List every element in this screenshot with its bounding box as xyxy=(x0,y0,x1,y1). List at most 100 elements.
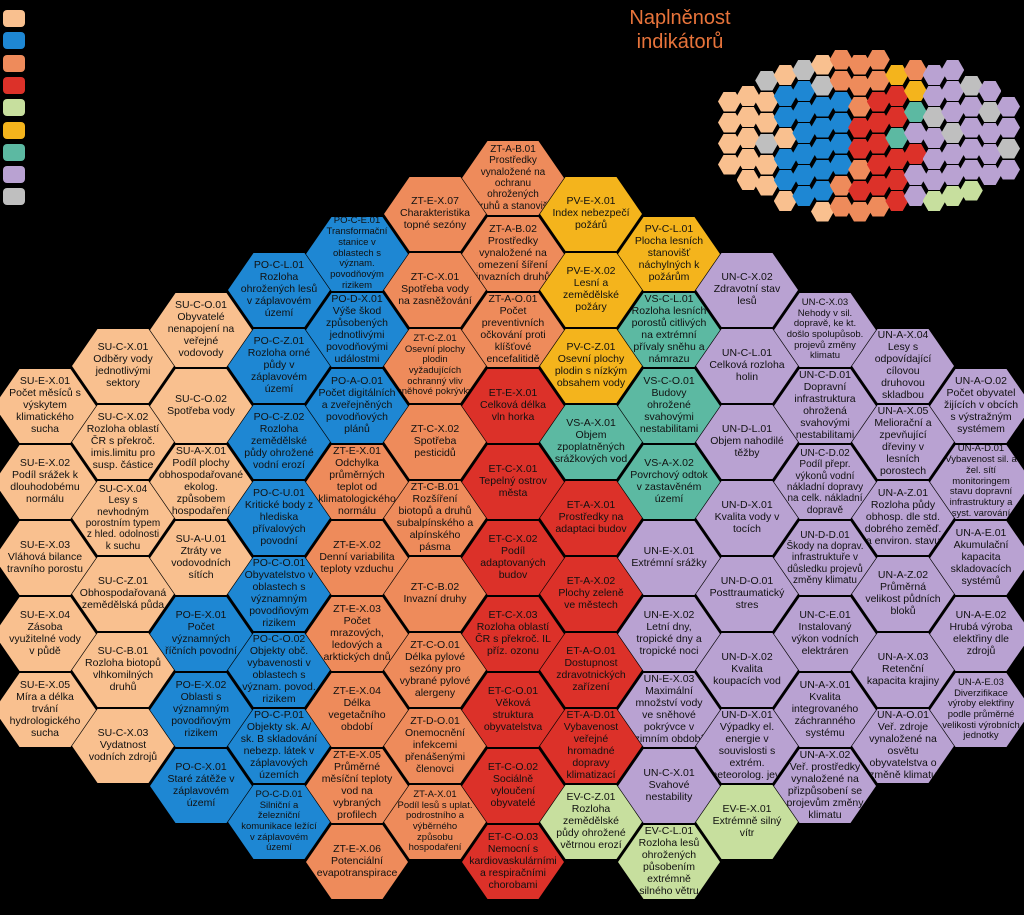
minimap-cell xyxy=(736,128,760,148)
minimap-cell xyxy=(997,159,1020,180)
indicator-label: Plochy zeleně ve městech xyxy=(558,587,624,611)
indicator-code: EV-E-X.01 xyxy=(722,803,772,816)
minimap-cell xyxy=(885,170,909,190)
indicator-label: Spotřeba vody xyxy=(167,405,235,417)
minimap-cell xyxy=(773,128,797,148)
indicator-code: PO-C-L.01 xyxy=(253,259,305,272)
indicator-label: Délka pylové sezóny pro vybrané pylové a… xyxy=(399,651,471,699)
indicator-hex: ZT-A-O.01 Počet preventivních očkování pr… xyxy=(462,293,564,367)
minimap-cell xyxy=(866,196,890,217)
indicator-code: PO-E-X.01 xyxy=(175,609,227,622)
indicator-code: UN-A-X.04 xyxy=(877,329,929,342)
minimap-cell xyxy=(866,112,890,133)
indicator-label: Objem nahodilé těžby xyxy=(710,435,784,459)
minimap-cell xyxy=(773,149,797,169)
minimap-cell xyxy=(848,54,872,75)
indicator-code: ZT-C-X.01 xyxy=(410,271,460,284)
indicator-label: Veř. prostředky vynaložené na přizpůsobe… xyxy=(786,761,864,821)
indicator-label: Kvalita integrovaného záchranného systém… xyxy=(791,691,859,739)
indicator-code: UN-D-X.02 xyxy=(721,651,773,664)
indicator-label: Rozloha oblastí ČR s překroč. IL příz. o… xyxy=(475,621,551,657)
indicator-code: SU-A-U.01 xyxy=(175,533,227,546)
indicator-hex: PO-A-O.01 Počet digitálních a zveřejněnýc… xyxy=(306,369,408,443)
indicator-code: ZT-A-B.01 xyxy=(490,144,536,156)
minimap-cell xyxy=(792,123,816,143)
minimap-cell xyxy=(941,60,965,80)
minimap-cell xyxy=(848,201,872,222)
minimap-cell xyxy=(959,138,983,159)
indicator-label: Sociálně vyloučení obyvatelé xyxy=(490,773,536,809)
indicator-hex: UN-C-X.02 Zdravotní stav lesů xyxy=(696,253,798,327)
indicator-label: Průměrná velikost půdních bloků xyxy=(865,581,941,617)
indicator-hex: ZT-E-X.01 Odchylka průměrných teplot od k… xyxy=(306,445,408,519)
minimap-cell xyxy=(997,138,1020,159)
indicator-label: Zdravotní stav lesů xyxy=(713,283,781,307)
indicator-hex: PO-C-Z.01 Rozloha orné půdy v záplavovém … xyxy=(228,329,330,403)
indicator-label: Hrubá výroba elektřiny dle zdrojů xyxy=(949,621,1013,657)
minimap-cell xyxy=(885,128,909,148)
indicator-label: Vybavenost sil. a žel. sítí monitoringem… xyxy=(945,454,1017,519)
indicator-code: UN-A-X.02 xyxy=(799,749,851,762)
indicator-label: Rozloha lesů ohrožených působením extrém… xyxy=(638,837,700,897)
indicator-label: Objekty obč. vybavenosti v oblastech s v… xyxy=(242,645,316,705)
indicator-hex: PV-C-Z.01 Osevní plochy plodin s nízkým o… xyxy=(540,329,642,403)
minimap-cell xyxy=(922,149,946,169)
indicator-label: Rozloha orné půdy v záplavovém území xyxy=(247,347,311,395)
indicator-code: UN-A-E.03 xyxy=(958,676,1004,688)
indicator-code: ZT-E-X.07 xyxy=(411,195,459,208)
indicator-label: Staré zátěže v záplavovém území xyxy=(167,773,235,809)
minimap-cell xyxy=(718,91,741,112)
minimap-cell xyxy=(904,102,927,122)
indicator-label: Povrchový odtok v zastavěném území xyxy=(630,469,708,505)
indicator-label: Dostupnost zdravotnických zařízení xyxy=(556,657,626,693)
indicator-label: Lesy s nevhodným porostním typem z hled.… xyxy=(85,495,161,552)
indicator-hex: VS-A-X.01 Objem zpoplatněných srážkových … xyxy=(540,405,642,479)
minimap-cell xyxy=(792,144,816,164)
minimap-cell xyxy=(941,165,965,185)
indicator-hex: SU-C-X.01 Odběry vody jednotlivými sektor… xyxy=(72,329,174,403)
legend-swatch xyxy=(3,10,25,27)
indicator-code: VS-A-X.01 xyxy=(566,417,616,430)
minimap-cell xyxy=(885,86,909,106)
indicator-label: Odchylka průměrných teplot od klimatolog… xyxy=(318,457,396,517)
indicator-hex: PO-C-L.01 Rozloha ohrožených lesů v zápla… xyxy=(228,253,330,327)
minimap-cell xyxy=(848,138,872,159)
minimap-cell xyxy=(904,123,927,143)
indicator-code: ET-C-O.03 xyxy=(487,831,539,844)
indicator-code: ET-C-O.02 xyxy=(487,761,539,774)
minimap-cell xyxy=(959,117,983,138)
indicator-code: ZT-E-X.02 xyxy=(333,539,381,552)
indicator-code: VS-C-L.01 xyxy=(644,293,694,306)
legend-swatch xyxy=(3,166,25,184)
indicator-code: PO-C-D.01 xyxy=(255,788,303,800)
indicator-label: Invazní druhy xyxy=(403,593,467,605)
minimap-cell xyxy=(792,81,816,101)
indicator-code: PO-E-X.02 xyxy=(175,679,227,692)
indicator-label: Průměrné měsíční teploty vod na vybranýc… xyxy=(321,761,393,821)
indicator-hex: PO-C-Z.02 Rozloha zemědělské půdy ohrožen… xyxy=(228,405,330,479)
indicator-code: UN-E-X.01 xyxy=(643,545,695,558)
minimap-cell xyxy=(829,175,853,196)
indicator-code: UN-A-X.03 xyxy=(877,651,929,664)
indicator-code: PO-C-P.01 xyxy=(254,709,304,722)
indicator-label: Rozloha zemědělské půdy ohrožené vodní e… xyxy=(244,423,314,471)
indicator-label: Oblasti s významným povodňovým rizikem xyxy=(171,691,231,739)
indicator-label: Rozloha ohrožených lesů v záplavovém úze… xyxy=(240,271,318,319)
indicator-code: PV-C-Z.01 xyxy=(566,341,616,354)
minimap-cell xyxy=(848,180,872,201)
minimap-cell xyxy=(718,154,741,175)
indicator-label: Rozšíření biotopů a druhů subalpínského … xyxy=(396,493,474,553)
indicator-label: Počet digitálních a zveřejněných povodňo… xyxy=(318,387,396,435)
indicator-code: ET-E-X.01 xyxy=(488,387,538,400)
minimap-cell xyxy=(792,60,816,80)
indicator-code: UN-D-D.01 xyxy=(800,529,850,541)
minimap-cell xyxy=(829,49,853,70)
indicator-label: Spotřeba pesticidů xyxy=(413,435,457,459)
indicator-code: UN-A-X.01 xyxy=(799,679,851,692)
indicator-code: ZT-E-X.03 xyxy=(333,603,381,616)
minimap-cell xyxy=(811,54,834,75)
minimap-cell xyxy=(848,75,872,96)
indicator-code: SU-C-Z.01 xyxy=(97,575,149,588)
indicator-label: Celková délka vln horka xyxy=(480,399,546,423)
indicator-hex: UN-C-D.01 Dopravní infrastruktura ohrožen… xyxy=(774,369,876,443)
